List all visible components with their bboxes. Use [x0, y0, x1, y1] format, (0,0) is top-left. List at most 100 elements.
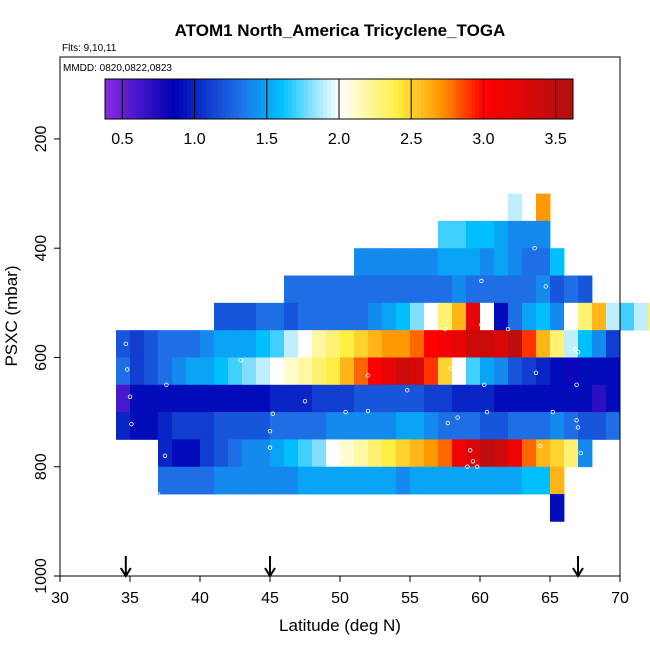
heatmap-cell — [312, 330, 327, 358]
heatmap-cell — [564, 302, 579, 331]
heatmap-cell — [536, 357, 551, 386]
colorbar-segment — [229, 79, 235, 119]
heatmap-cell — [256, 330, 271, 358]
heatmap-cell — [326, 330, 341, 358]
heatmap-cell — [368, 466, 383, 495]
heatmap-cell — [228, 412, 243, 440]
heatmap-cell — [396, 275, 411, 304]
heatmap-cell — [270, 330, 285, 358]
heatmap-cell — [298, 384, 313, 413]
colorbar-tick-label: 0.5 — [111, 131, 133, 148]
colorbar-segment — [210, 79, 215, 119]
heatmap-cell — [340, 357, 355, 386]
heatmap-cell — [550, 412, 565, 440]
heatmap-cell — [144, 384, 159, 413]
sample-point — [442, 326, 448, 332]
heatmap-cell — [214, 302, 229, 331]
heatmap-cell — [410, 275, 425, 304]
heatmap-cell — [410, 412, 425, 440]
heatmap-cell — [200, 384, 215, 413]
colorbar-tick-label: 3.5 — [545, 131, 567, 148]
heatmap-cell — [354, 275, 369, 304]
heatmap-cell — [424, 275, 439, 304]
colorbar-segment — [311, 79, 317, 119]
heatmap-cell — [200, 357, 215, 386]
heatmap-cell — [508, 357, 523, 386]
sample-point — [123, 341, 128, 347]
heatmap-cell — [410, 466, 425, 495]
heatmap-cell — [298, 412, 313, 440]
colorbar: 0.5 1.0 1.5 2.0 2.5 3.0 3.5 — [104, 78, 574, 148]
heatmap-cell — [466, 330, 481, 358]
colorbar-segment — [463, 79, 469, 119]
heatmap-cell — [368, 275, 383, 304]
heatmap-cell — [256, 439, 271, 468]
sample-point — [405, 388, 410, 393]
heatmap-cell — [144, 357, 159, 386]
colorbar-segment — [374, 79, 379, 119]
colorbar-segment — [448, 79, 453, 119]
colorbar-segment — [249, 79, 254, 119]
heatmap-cell — [536, 220, 551, 249]
heatmap-cells — [116, 193, 650, 522]
heatmap-cell — [522, 439, 537, 468]
heatmap-cell — [424, 439, 439, 468]
heatmap-cell — [242, 302, 257, 331]
flight-arrow-icon — [119, 556, 132, 578]
sample-point — [533, 370, 539, 375]
heatmap-cell — [214, 412, 229, 440]
colorbar-segment — [280, 79, 285, 119]
y-tick-label: 600 — [33, 344, 50, 371]
heatmap-cell — [242, 357, 257, 386]
heatmap-cell — [214, 330, 229, 358]
heatmap-cell — [550, 439, 565, 468]
sample-point — [532, 246, 537, 251]
heatmap-cell — [592, 357, 607, 386]
sample-point — [465, 464, 470, 469]
heatmap-cell — [186, 466, 201, 495]
colorbar-segment — [147, 79, 153, 119]
heatmap-cell — [242, 384, 257, 413]
heatmap-cell — [424, 357, 439, 386]
colorbar-segment — [198, 79, 203, 119]
heatmap-cell — [466, 412, 481, 440]
colorbar-segment — [327, 79, 332, 119]
x-tick-label: 60 — [471, 590, 489, 607]
heatmap-cell — [172, 384, 187, 413]
colorbar-segment — [292, 79, 297, 119]
heatmap-cell — [368, 248, 383, 276]
heatmap-cell — [354, 302, 369, 331]
heatmap-cell — [480, 220, 495, 249]
colorbar-segment — [378, 79, 383, 119]
colorbar-segment — [163, 79, 168, 119]
colorbar-segment — [522, 79, 527, 119]
heatmap-cell — [466, 220, 481, 249]
colorbar-segment — [276, 79, 281, 119]
heatmap-cell — [494, 248, 509, 276]
heatmap-cell — [550, 275, 565, 304]
heatmap-cell — [228, 330, 243, 358]
heatmap-cell — [172, 330, 187, 358]
y-tick-label: 400 — [33, 235, 50, 262]
heatmap-cell — [382, 466, 397, 495]
heatmap-cell — [242, 330, 257, 358]
heatmap-cell — [480, 439, 495, 468]
heatmap-cell — [634, 302, 649, 331]
heatmap-cell — [480, 466, 495, 495]
colorbar-segment — [190, 79, 196, 119]
heatmap-cell — [480, 275, 495, 304]
heatmap-cell — [354, 466, 369, 495]
sample-point — [127, 394, 133, 400]
heatmap-cell — [368, 330, 383, 358]
heatmap-cell — [144, 412, 159, 440]
heatmap-cell — [466, 439, 481, 468]
heatmap-cell — [438, 466, 453, 495]
heatmap-cell — [466, 302, 481, 331]
heatmap-cell — [620, 302, 635, 331]
heatmap-cell — [508, 384, 523, 413]
sample-point — [238, 358, 243, 363]
colorbar-segment — [136, 79, 141, 119]
heatmap-cell — [382, 330, 397, 358]
sample-point — [270, 411, 275, 416]
colorbar-segment — [151, 79, 157, 119]
